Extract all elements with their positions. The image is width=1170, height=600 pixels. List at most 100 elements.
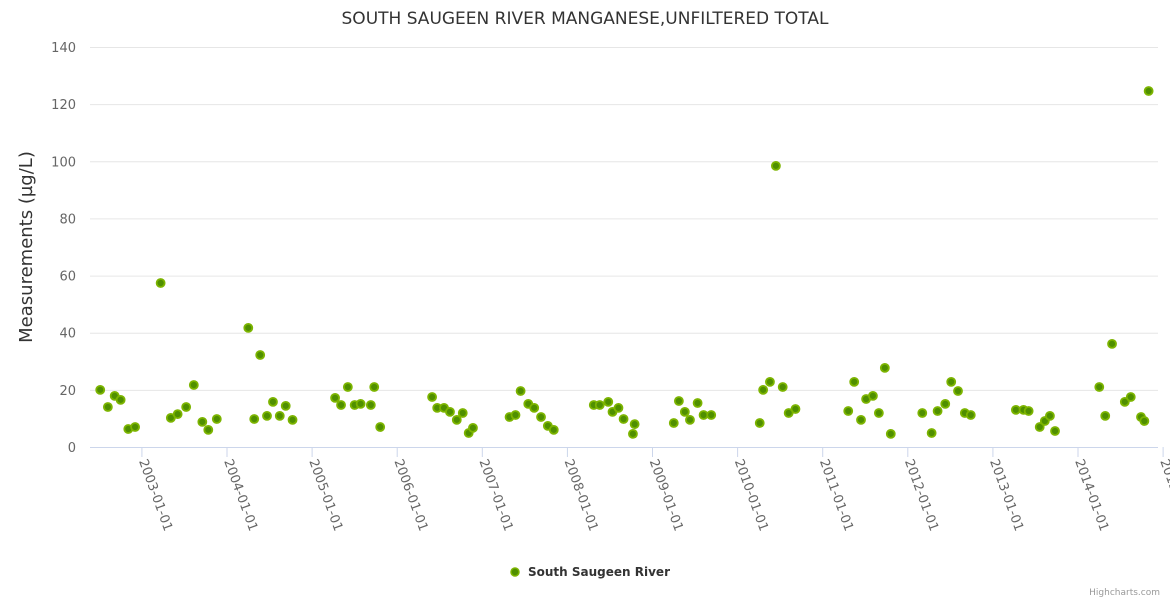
data-point[interactable] bbox=[613, 402, 624, 413]
data-point[interactable] bbox=[468, 422, 478, 433]
data-point[interactable] bbox=[536, 412, 546, 422]
x-tick-label: 2008-01-01 bbox=[561, 457, 601, 533]
y-tick-label: 100 bbox=[51, 155, 76, 170]
data-point[interactable] bbox=[457, 408, 468, 418]
data-point[interactable] bbox=[243, 322, 254, 333]
data-point[interactable] bbox=[765, 376, 775, 387]
data-point[interactable] bbox=[868, 390, 878, 401]
data-point[interactable] bbox=[155, 278, 166, 288]
credit-link[interactable]: Highcharts.com bbox=[1089, 588, 1160, 598]
data-point[interactable] bbox=[172, 409, 183, 420]
data-point[interactable] bbox=[262, 410, 272, 421]
data-point[interactable] bbox=[1100, 410, 1111, 421]
data-point[interactable] bbox=[758, 384, 769, 395]
data-point[interactable] bbox=[1023, 406, 1034, 416]
data-point[interactable] bbox=[181, 402, 192, 412]
data-point[interactable] bbox=[965, 410, 976, 420]
data-point[interactable] bbox=[953, 386, 963, 396]
data-point[interactable] bbox=[849, 376, 860, 387]
data-point[interactable] bbox=[445, 406, 455, 417]
x-tick-label: 2009-01-01 bbox=[646, 457, 686, 533]
data-point[interactable] bbox=[102, 402, 113, 412]
x-tick-label: 2005-01-01 bbox=[305, 457, 345, 533]
data-point[interactable] bbox=[355, 398, 366, 409]
data-point[interactable] bbox=[342, 382, 353, 392]
data-point[interactable] bbox=[679, 406, 690, 417]
y-tick-label: 40 bbox=[59, 327, 76, 342]
data-point[interactable] bbox=[369, 382, 380, 392]
data-point[interactable] bbox=[1139, 416, 1150, 426]
data-point[interactable] bbox=[917, 408, 928, 418]
data-point[interactable] bbox=[843, 406, 854, 416]
x-tick-label: 2015-01-01 bbox=[1156, 457, 1170, 533]
data-point[interactable] bbox=[946, 376, 957, 387]
chart-title: SOUTH SAUGEEN RIVER MANGANESE,UNFILTERED… bbox=[342, 9, 829, 29]
data-point[interactable] bbox=[515, 386, 526, 396]
data-point[interactable] bbox=[1125, 392, 1136, 402]
data-point[interactable] bbox=[926, 428, 937, 438]
data-point[interactable] bbox=[771, 160, 781, 171]
y-tick-label: 20 bbox=[59, 384, 76, 399]
data-point[interactable] bbox=[280, 400, 291, 411]
data-point[interactable] bbox=[130, 422, 141, 432]
data-point[interactable] bbox=[330, 392, 340, 403]
data-point[interactable] bbox=[95, 384, 106, 395]
legend[interactable]: South Saugeen River bbox=[510, 565, 670, 579]
x-tick-label: 2006-01-01 bbox=[390, 457, 430, 533]
data-point[interactable] bbox=[197, 416, 208, 427]
x-tick-label: 2007-01-01 bbox=[476, 457, 516, 533]
legend-marker bbox=[510, 567, 520, 577]
data-point[interactable] bbox=[790, 404, 801, 414]
data-point[interactable] bbox=[685, 414, 695, 425]
data-point[interactable] bbox=[274, 410, 285, 421]
data-point[interactable] bbox=[692, 398, 703, 408]
data-point[interactable] bbox=[375, 422, 386, 432]
data-point[interactable] bbox=[673, 396, 684, 406]
x-tick-label: 2012-01-01 bbox=[901, 457, 941, 533]
data-point[interactable] bbox=[629, 419, 640, 430]
data-point[interactable] bbox=[628, 428, 638, 439]
data-point[interactable] bbox=[115, 394, 126, 405]
data-point[interactable] bbox=[268, 396, 278, 407]
data-point[interactable] bbox=[873, 408, 884, 418]
data-point[interactable] bbox=[1107, 338, 1117, 349]
data-point[interactable] bbox=[1050, 426, 1060, 436]
data-point[interactable] bbox=[203, 424, 214, 435]
data-point[interactable] bbox=[1034, 422, 1045, 432]
data-point[interactable] bbox=[287, 414, 298, 425]
data-point[interactable] bbox=[427, 392, 438, 402]
data-point[interactable] bbox=[1045, 410, 1055, 421]
x-tick-label: 2014-01-01 bbox=[1071, 457, 1111, 533]
data-point[interactable] bbox=[255, 350, 266, 360]
data-point[interactable] bbox=[188, 380, 199, 390]
data-point[interactable] bbox=[510, 410, 521, 420]
legend-item-label[interactable]: South Saugeen River bbox=[528, 565, 670, 579]
y-axis-label: Measurements (µg/L) bbox=[16, 151, 37, 343]
y-tick-label: 140 bbox=[51, 41, 76, 56]
data-point[interactable] bbox=[706, 410, 717, 420]
data-point[interactable] bbox=[856, 414, 866, 425]
data-point[interactable] bbox=[777, 382, 788, 392]
data-point[interactable] bbox=[668, 418, 679, 428]
data-point[interactable] bbox=[365, 400, 376, 410]
data-point[interactable] bbox=[548, 424, 559, 435]
data-point[interactable] bbox=[618, 414, 629, 424]
y-tick-label: 60 bbox=[59, 270, 76, 285]
data-point[interactable] bbox=[211, 414, 222, 424]
data-point[interactable] bbox=[336, 400, 346, 410]
data-point[interactable] bbox=[1094, 382, 1105, 392]
data-point[interactable] bbox=[529, 402, 540, 413]
data-point[interactable] bbox=[603, 396, 614, 407]
data-point[interactable] bbox=[249, 414, 260, 424]
data-point[interactable] bbox=[885, 428, 896, 439]
data-point[interactable] bbox=[594, 400, 605, 410]
x-tick-label: 2003-01-01 bbox=[135, 457, 175, 533]
data-point[interactable] bbox=[754, 418, 765, 428]
data-point[interactable] bbox=[1143, 86, 1154, 96]
data-point[interactable] bbox=[932, 406, 943, 416]
data-point[interactable] bbox=[879, 362, 890, 373]
x-tick-label: 2004-01-01 bbox=[220, 457, 260, 533]
data-point[interactable] bbox=[451, 414, 462, 425]
data-point[interactable] bbox=[940, 398, 951, 409]
